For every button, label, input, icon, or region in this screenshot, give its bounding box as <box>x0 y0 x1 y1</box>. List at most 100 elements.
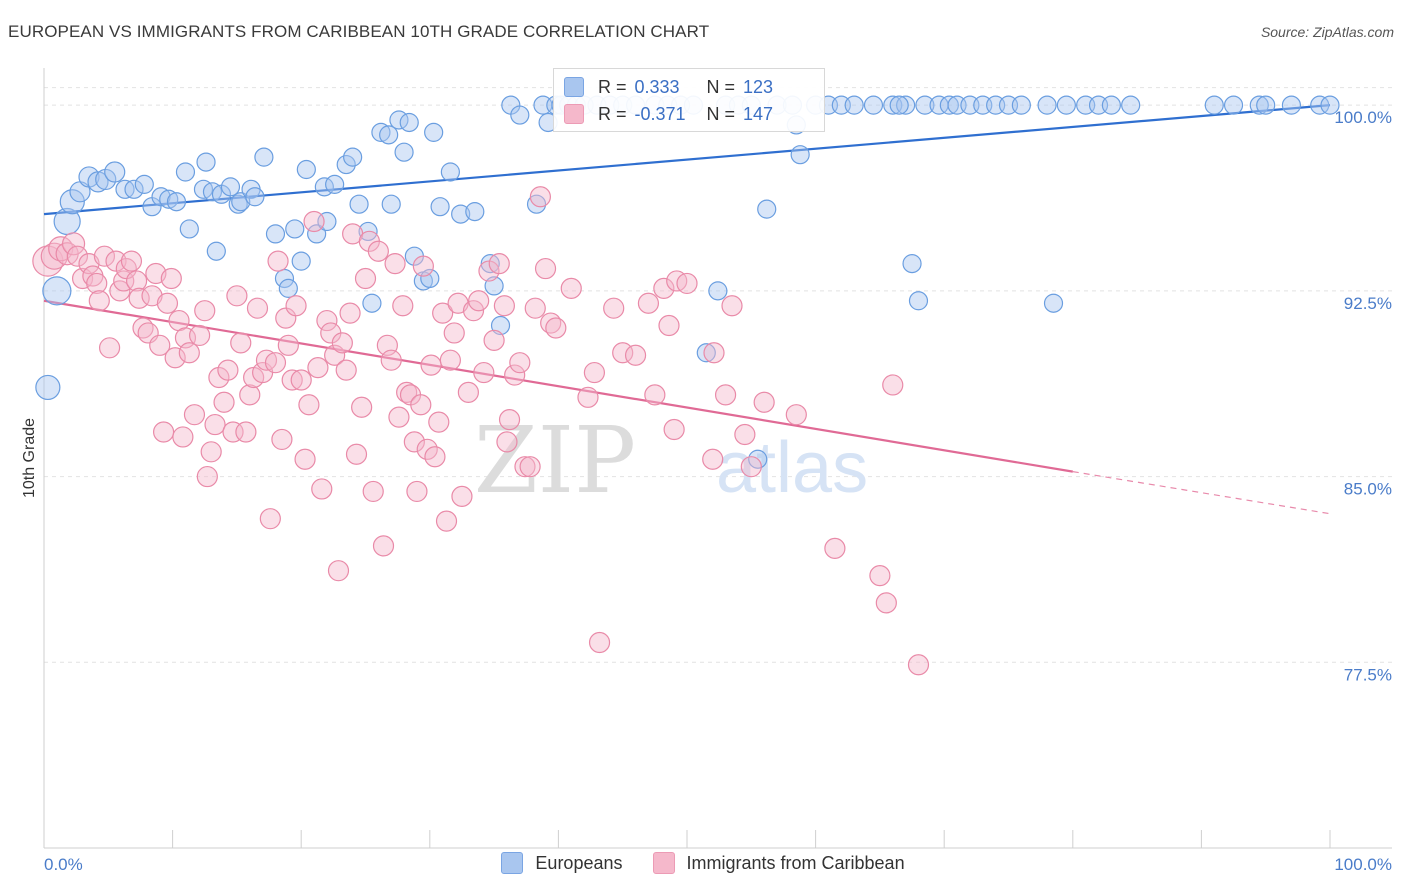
data-point <box>175 162 196 182</box>
data-point <box>290 369 312 391</box>
data-point <box>354 267 377 290</box>
data-point <box>510 105 530 125</box>
data-point <box>208 366 230 389</box>
data-point <box>1320 95 1340 115</box>
data-point <box>86 272 108 295</box>
y-tick-label: 77.5% <box>1344 665 1392 684</box>
data-point <box>66 245 89 267</box>
data-point <box>612 342 634 364</box>
data-point <box>451 204 471 224</box>
data-point <box>637 292 660 314</box>
data-point <box>703 342 725 364</box>
legend-n-label: N = <box>706 103 736 124</box>
data-point <box>291 251 311 271</box>
data-point <box>432 302 454 324</box>
data-point <box>443 322 465 344</box>
data-point <box>325 174 345 194</box>
data-point <box>430 197 450 217</box>
data-point <box>98 337 121 359</box>
data-point <box>653 277 675 299</box>
data-point <box>534 257 557 280</box>
data-point <box>128 287 150 309</box>
data-point <box>149 334 171 356</box>
data-point <box>125 270 148 292</box>
data-point <box>381 194 401 214</box>
series-label-caribbean: Immigrants from Caribbean <box>686 852 905 873</box>
data-point <box>265 224 286 244</box>
data-point <box>141 285 163 307</box>
data-point <box>529 186 551 208</box>
data-point <box>447 292 469 314</box>
data-point <box>367 240 389 262</box>
legend-n-value: 123 <box>743 76 774 97</box>
data-point <box>1256 95 1276 115</box>
data-point <box>465 202 485 222</box>
data-point <box>200 441 222 463</box>
data-point <box>298 394 320 416</box>
data-point <box>35 374 61 401</box>
legend-r-label: R = <box>598 103 627 124</box>
data-point <box>339 302 361 324</box>
y-tick-label: 92.5% <box>1344 294 1392 313</box>
data-point <box>658 314 680 337</box>
series-legend-caribbean: Immigrants from Caribbean <box>652 852 905 874</box>
data-point <box>577 386 599 408</box>
data-point <box>403 431 425 453</box>
data-point <box>59 189 85 215</box>
data-point <box>1101 95 1121 115</box>
data-point <box>509 352 531 374</box>
data-point <box>159 189 179 209</box>
data-point <box>896 95 916 115</box>
data-point <box>1043 293 1064 313</box>
x-tick-label-max: 100.0% <box>1334 855 1392 874</box>
data-point <box>519 456 541 478</box>
data-point <box>1037 95 1057 115</box>
data-point <box>790 145 810 165</box>
data-point <box>480 254 500 274</box>
data-point <box>478 260 500 282</box>
data-point <box>239 384 261 406</box>
data-point <box>785 404 807 426</box>
data-point <box>278 278 298 298</box>
data-point <box>1223 95 1244 115</box>
data-point <box>462 300 485 322</box>
data-point <box>908 291 929 311</box>
data-point <box>410 394 432 416</box>
series-swatch-europeans <box>501 852 524 874</box>
data-point <box>303 210 325 233</box>
data-point <box>271 428 293 451</box>
x-tick-label-min: 0.0% <box>44 855 83 874</box>
data-point <box>345 443 368 465</box>
trend-line-caribbean <box>43 299 1073 473</box>
data-point <box>166 192 187 212</box>
data-point <box>457 381 479 403</box>
data-point <box>1310 95 1330 115</box>
data-point <box>380 349 402 371</box>
trend-line-extension <box>1072 471 1331 515</box>
data-point <box>93 245 116 267</box>
y-axis-label: 10th Grade <box>21 418 38 498</box>
data-point <box>915 95 935 115</box>
legend-swatch-europeans <box>564 77 584 97</box>
data-point <box>134 174 154 194</box>
data-point <box>189 324 211 347</box>
data-point <box>734 423 756 446</box>
data-point <box>603 297 625 319</box>
data-point <box>663 418 685 441</box>
data-point <box>230 332 252 354</box>
data-point <box>875 592 897 614</box>
y-tick-label: 100.0% <box>1334 108 1392 127</box>
data-point <box>473 361 495 384</box>
data-points <box>32 95 1340 676</box>
data-point <box>222 421 244 443</box>
data-point <box>560 277 582 299</box>
data-point <box>902 254 922 274</box>
data-point <box>264 352 287 374</box>
data-point <box>255 349 278 371</box>
data-point <box>714 384 737 406</box>
data-point <box>388 406 410 428</box>
data-point <box>624 344 647 366</box>
data-point <box>412 255 434 277</box>
data-point <box>451 485 473 507</box>
data-point <box>296 159 316 180</box>
